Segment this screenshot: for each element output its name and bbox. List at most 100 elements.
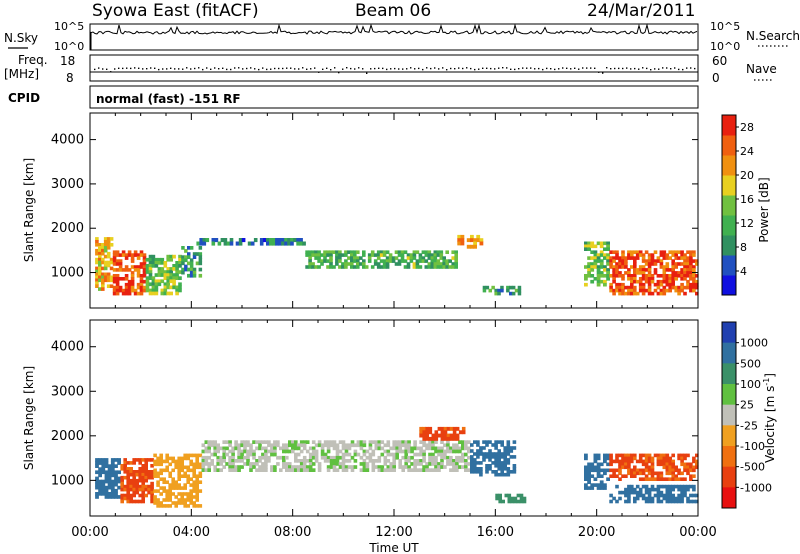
heatmap-cell bbox=[162, 486, 166, 490]
heatmap-cell bbox=[118, 262, 123, 266]
heatmap-cell bbox=[112, 262, 117, 266]
heatmap-cell bbox=[391, 259, 396, 263]
heatmap-cell bbox=[618, 256, 622, 260]
heatmap-cell bbox=[464, 443, 468, 448]
heatmap-cell bbox=[144, 461, 148, 465]
heatmap-cell bbox=[641, 471, 646, 476]
heatmap-cell bbox=[596, 486, 601, 490]
heatmap-cell bbox=[127, 282, 132, 287]
heatmap-cell bbox=[584, 474, 588, 478]
heatmap-cell bbox=[249, 446, 253, 451]
heatmap-cell bbox=[647, 256, 652, 260]
heatmap-cell bbox=[686, 279, 690, 284]
heatmap-cell bbox=[671, 453, 675, 458]
heatmap-cell bbox=[291, 440, 295, 444]
nave-dot bbox=[470, 67, 472, 70]
nave-dot bbox=[518, 68, 520, 70]
heatmap-cell bbox=[130, 279, 135, 284]
heatmap-cell bbox=[656, 493, 661, 498]
heatmap-cell bbox=[294, 459, 298, 463]
heatmap-cell bbox=[587, 465, 591, 470]
heatmap-cell bbox=[618, 471, 622, 476]
heatmap-cell bbox=[162, 504, 166, 508]
heatmap-cell bbox=[163, 291, 168, 296]
heatmap-cell bbox=[317, 440, 322, 444]
heatmap-cell bbox=[204, 462, 209, 466]
heatmap-cell bbox=[467, 449, 471, 454]
heatmap-cell bbox=[695, 499, 699, 504]
heatmap-cell bbox=[148, 261, 153, 265]
heatmap-cell bbox=[98, 248, 102, 253]
heatmap-cell bbox=[686, 487, 690, 492]
heatmap-cell bbox=[118, 277, 123, 281]
heatmap-cell bbox=[139, 265, 144, 269]
heatmap-cell bbox=[439, 253, 444, 257]
heatmap-cell bbox=[686, 256, 690, 260]
heatmap-cell bbox=[448, 265, 452, 269]
nave-dot bbox=[658, 68, 660, 70]
heatmap-cell bbox=[368, 446, 373, 451]
heatmap-cell bbox=[397, 259, 402, 263]
heatmap-cell bbox=[270, 468, 274, 472]
heatmap-cell bbox=[144, 472, 148, 477]
heatmap-cell bbox=[189, 483, 193, 487]
heatmap-cell bbox=[168, 474, 172, 478]
heatmap-cell bbox=[497, 467, 501, 471]
heatmap-cell bbox=[341, 468, 346, 472]
heatmap-cell bbox=[635, 271, 640, 275]
heatmap-cell bbox=[311, 253, 315, 257]
heatmap-cell bbox=[141, 475, 145, 480]
heatmap-cell bbox=[120, 464, 124, 468]
heatmap-cell bbox=[132, 475, 136, 480]
heatmap-cell bbox=[169, 276, 173, 280]
heatmap-cell bbox=[326, 265, 330, 269]
colorbar-tick-label: -1000 bbox=[740, 481, 772, 494]
heatmap-cell bbox=[273, 449, 277, 454]
heatmap-cell bbox=[261, 455, 265, 460]
heatmap-cell bbox=[156, 474, 160, 478]
heatmap-cell bbox=[596, 468, 601, 473]
heatmap-cell bbox=[410, 455, 414, 460]
heatmap-cell bbox=[627, 274, 631, 278]
heatmap-cell bbox=[633, 279, 637, 284]
nave-dots bbox=[94, 67, 696, 74]
nave-dot bbox=[602, 72, 604, 74]
heatmap-cell bbox=[609, 456, 613, 461]
heatmap-cell bbox=[314, 459, 319, 463]
heatmap-cell bbox=[587, 471, 591, 476]
heatmap-cell bbox=[410, 449, 414, 454]
heatmap-cell bbox=[606, 256, 610, 260]
heatmap-cell bbox=[665, 274, 670, 278]
heatmap-cell bbox=[677, 285, 681, 290]
heatmap-cell bbox=[112, 288, 117, 293]
heatmap-cell bbox=[452, 443, 456, 448]
heatmap-cell bbox=[249, 465, 253, 469]
heatmap-cell bbox=[615, 468, 619, 473]
heatmap-cell bbox=[151, 257, 156, 262]
nave-dot bbox=[334, 67, 336, 69]
heatmap-cell bbox=[115, 282, 120, 287]
heatmap-cell bbox=[612, 291, 616, 296]
heatmap-cell bbox=[228, 462, 232, 466]
heatmap-cell bbox=[436, 253, 441, 257]
nave-dot bbox=[254, 68, 256, 70]
heatmap-cell bbox=[132, 487, 136, 492]
nave-dot bbox=[534, 68, 536, 70]
heatmap-cell bbox=[177, 465, 181, 470]
heatmap-cell bbox=[120, 481, 124, 486]
nave-dot bbox=[190, 68, 192, 70]
heatmap-cell bbox=[618, 282, 622, 287]
heatmap-cell bbox=[482, 440, 486, 444]
heatmap-cell bbox=[445, 250, 449, 254]
heatmap-cell bbox=[338, 253, 342, 257]
nave-dot bbox=[150, 67, 152, 69]
heatmap-cell bbox=[596, 256, 601, 260]
heatmap-cell bbox=[644, 277, 649, 281]
heatmap-cell bbox=[439, 256, 444, 260]
heatmap-cell bbox=[350, 256, 354, 260]
heatmap-cell bbox=[641, 268, 646, 272]
heatmap-cell bbox=[379, 250, 384, 254]
heatmap-cell bbox=[162, 468, 166, 473]
heatmap-cell bbox=[466, 238, 471, 243]
heatmap-cell bbox=[259, 238, 264, 243]
